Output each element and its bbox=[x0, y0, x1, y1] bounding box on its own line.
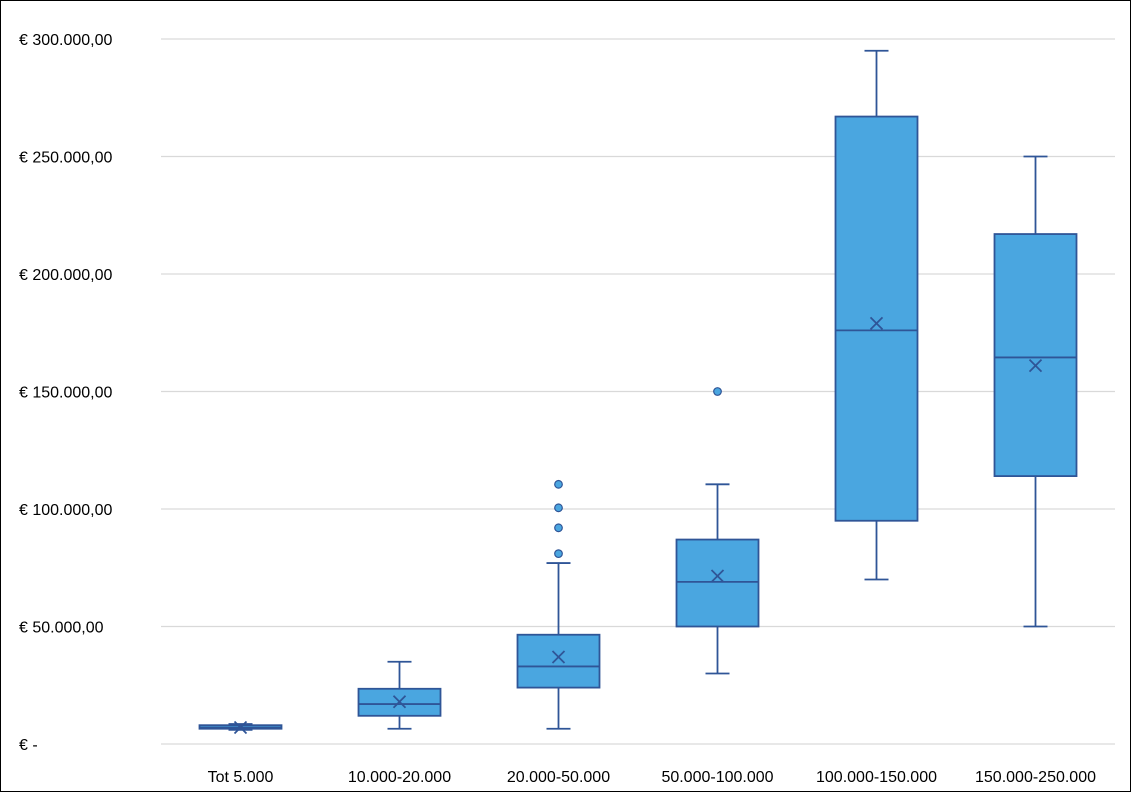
x-axis-tick-labels: Tot 5.000 10.000-20.000 20.000-50.000 50.00… bbox=[208, 769, 1097, 786]
mean-marker bbox=[233, 720, 248, 735]
mean-marker bbox=[869, 316, 884, 330]
mean-marker bbox=[1028, 359, 1043, 373]
y-tick-label: € 150.000,00 bbox=[19, 385, 113, 402]
gridlines bbox=[161, 38, 1115, 745]
y-tick-label: € 250.000,00 bbox=[19, 150, 113, 167]
iqr-box bbox=[834, 115, 919, 522]
y-tick-label: € - bbox=[19, 737, 38, 754]
x-tick-label: 150.000-250.000 bbox=[975, 769, 1096, 786]
iqr-box bbox=[675, 538, 760, 628]
y-tick-label: € 100.000,00 bbox=[19, 502, 113, 519]
mean-marker bbox=[551, 650, 566, 664]
box-group bbox=[993, 155, 1078, 628]
outlier-point bbox=[713, 387, 722, 396]
outlier-point bbox=[554, 479, 563, 489]
y-tick-label: € 300.000,00 bbox=[19, 32, 113, 49]
x-tick-label: Tot 5.000 bbox=[208, 769, 274, 786]
box-group bbox=[675, 387, 760, 675]
y-tick-label: € 200.000,00 bbox=[19, 267, 113, 284]
x-tick-label: 20.000-50.000 bbox=[507, 769, 610, 786]
box-group bbox=[516, 479, 601, 730]
outlier-point bbox=[554, 523, 563, 533]
outlier-point bbox=[554, 549, 563, 559]
x-tick-label: 10.000-20.000 bbox=[348, 769, 451, 786]
outlier-point bbox=[554, 503, 563, 513]
mean-marker bbox=[392, 695, 407, 709]
box-group bbox=[198, 720, 283, 735]
iqr-box bbox=[993, 233, 1078, 478]
y-axis-tick-labels: € - € 50.000,00 € 100.000,00 € 150.000,00 € … bbox=[19, 32, 113, 754]
y-tick-label: € 50.000,00 bbox=[19, 620, 104, 637]
iqr-box bbox=[516, 633, 601, 689]
box-group bbox=[834, 49, 919, 581]
x-tick-label: 100.000-150.000 bbox=[816, 769, 937, 786]
box-group bbox=[357, 660, 442, 730]
x-tick-label: 50.000-100.000 bbox=[661, 769, 773, 786]
box-series bbox=[198, 49, 1078, 735]
mean-marker bbox=[710, 569, 725, 583]
